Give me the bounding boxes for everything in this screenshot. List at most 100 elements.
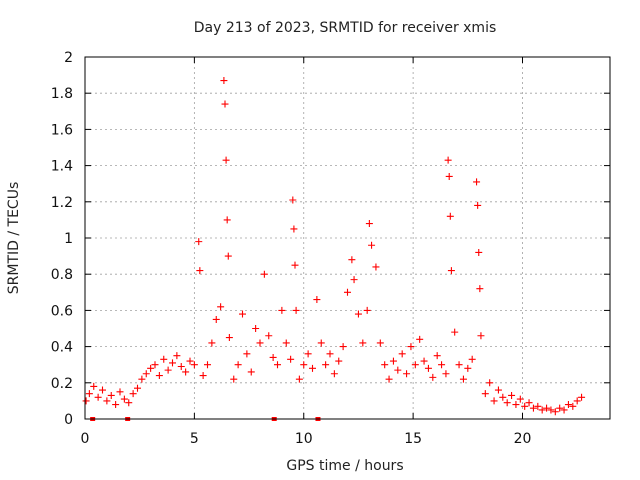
y-tick-label: 0.8: [51, 267, 73, 283]
data-point: [291, 261, 299, 269]
data-points: [82, 77, 586, 421]
y-tick-label: 1.2: [51, 195, 73, 211]
data-point: [481, 390, 489, 398]
data-point: [212, 315, 220, 323]
data-point: [411, 361, 419, 369]
data-point: [407, 343, 415, 351]
grid-lines: [85, 57, 610, 419]
x-tick-label: 5: [190, 431, 199, 447]
data-point: [239, 310, 246, 318]
chart-title: Day 213 of 2023, SRMTID for receiver xmi…: [194, 20, 497, 36]
data-point: [295, 375, 303, 383]
data-point: [389, 357, 397, 365]
data-point: [90, 382, 98, 390]
data-point: [195, 238, 203, 246]
data-point: [300, 361, 308, 369]
data-point: [112, 401, 120, 409]
y-axis-label: SRMTID / TECUs: [6, 182, 22, 295]
data-point: [403, 370, 411, 378]
data-point: [398, 350, 406, 358]
data-point: [220, 77, 228, 85]
data-point: [274, 361, 281, 369]
data-point: [381, 361, 389, 369]
data-point: [234, 361, 242, 369]
data-point: [464, 364, 472, 372]
data-point: [476, 285, 484, 293]
data-point: [224, 252, 232, 260]
data-point: [225, 334, 233, 342]
data-point: [486, 379, 494, 387]
data-point: [222, 156, 230, 164]
data-point: [339, 343, 347, 351]
y-tick-label: 1.4: [51, 159, 73, 175]
data-point: [560, 406, 568, 414]
data-point: [424, 364, 432, 372]
data-point: [142, 370, 150, 378]
data-point: [534, 402, 542, 410]
data-point: [569, 402, 577, 410]
data-point: [230, 375, 238, 383]
data-point: [459, 375, 467, 383]
data-point: [304, 350, 312, 358]
data-point: [475, 248, 483, 256]
data-point: [82, 397, 90, 405]
data-point: [543, 404, 551, 412]
data-point: [438, 361, 446, 369]
data-point: [433, 352, 441, 360]
data-point: [335, 357, 343, 365]
data-point: [169, 359, 176, 367]
data-point: [164, 366, 172, 374]
data-point: [134, 384, 141, 392]
data-point: [444, 156, 452, 164]
data-point: [350, 276, 358, 284]
data-point: [265, 332, 273, 340]
data-point: [372, 263, 380, 271]
data-point: [547, 406, 555, 414]
y-tick-label: 1.8: [51, 86, 73, 102]
data-point: [385, 375, 393, 383]
y-axis-ticks: 0 0.2 0.4 0.6 0.8 1 1.2 1.4 1.6 1.8 2: [51, 50, 610, 428]
data-point: [442, 370, 450, 378]
data-point: [247, 368, 255, 376]
data-point: [309, 364, 316, 372]
data-point: [499, 393, 507, 401]
data-point: [160, 355, 168, 363]
data-point: [512, 401, 520, 409]
x-tick-label: 20: [514, 431, 532, 447]
data-point: [420, 357, 428, 365]
x-axis-label: GPS time / hours: [286, 458, 403, 474]
y-tick-label: 1.6: [51, 122, 73, 138]
data-point: [289, 196, 297, 204]
data-point: [94, 393, 102, 401]
data-point: [429, 373, 437, 381]
data-point: [516, 395, 524, 403]
data-point: [278, 306, 286, 314]
data-point: [151, 361, 159, 369]
data-point: [503, 399, 511, 407]
data-point: [368, 241, 376, 249]
data-point: [322, 361, 330, 369]
data-point: [260, 270, 268, 278]
data-point: [204, 361, 211, 369]
data-point: [292, 306, 300, 314]
data-point: [376, 339, 384, 347]
data-point: [348, 256, 356, 264]
data-point: [538, 406, 546, 414]
data-point: [455, 361, 463, 369]
data-point: [125, 399, 133, 407]
data-point: [354, 310, 362, 318]
data-point: [573, 397, 581, 405]
data-point: [474, 201, 482, 209]
data-point: [508, 391, 516, 399]
data-point: [344, 288, 351, 296]
data-point: [282, 339, 290, 347]
data-point: [147, 364, 155, 372]
plot-frame: [84, 56, 611, 420]
data-point: [556, 404, 564, 412]
data-point: [199, 372, 207, 380]
data-point: [256, 339, 264, 347]
data-point: [208, 339, 216, 347]
data-point: [129, 390, 137, 398]
data-point: [177, 363, 185, 371]
